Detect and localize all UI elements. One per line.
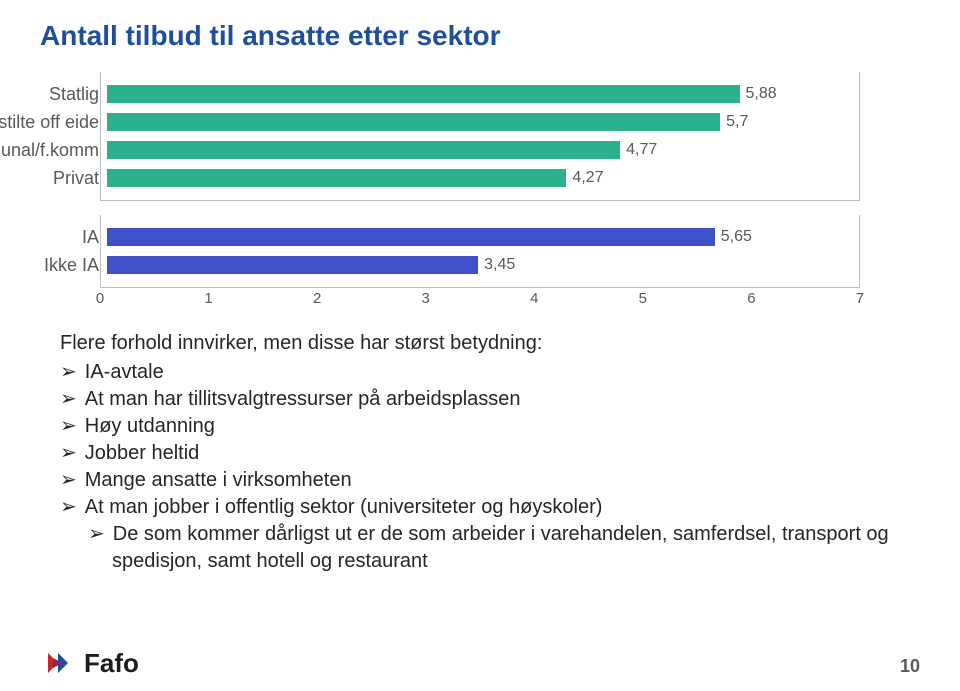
bullet-section: Flere forhold innvirker, men disse har s… [60, 330, 920, 575]
bullet-item: At man har tillitsvalgtressurser på arbe… [84, 386, 920, 413]
chart-group-2: IA5,65Ikke IA3,45 [100, 215, 860, 288]
bullet-item: Høy utdanning [84, 413, 920, 440]
bullet-item: IA-avtale [84, 359, 920, 386]
bullet-item: At man jobber i offentlig sektor (univer… [84, 494, 920, 575]
bar-value: 4,27 [572, 169, 603, 187]
logo-text: Fafo [84, 648, 139, 679]
bullet-subitem: De som kommer dårligst ut er de som arbe… [112, 521, 920, 575]
page-number: 10 [900, 656, 920, 677]
bar [107, 169, 566, 187]
bar-row: IA5,65 [101, 223, 860, 251]
bar-chart: Statlig5,88Fristilte off eide5,7Kommunal… [100, 72, 860, 312]
bar-value: 5,88 [746, 85, 777, 103]
bar-row: Kommunal/f.komm4,77 [101, 136, 860, 164]
bar [107, 85, 740, 103]
bar-label: IA [0, 227, 107, 248]
page-title: Antall tilbud til ansatte etter sektor [40, 20, 920, 52]
bar [107, 228, 715, 246]
x-axis: 01234567 [100, 290, 860, 312]
bar-row: Ikke IA3,45 [101, 251, 860, 279]
bullet-intro: Flere forhold innvirker, men disse har s… [60, 330, 920, 357]
bar-value: 4,77 [626, 141, 657, 159]
logo: Fafo [40, 648, 139, 679]
bar [107, 141, 620, 159]
bar-label: Kommunal/f.komm [0, 140, 107, 161]
bar-value: 5,7 [726, 113, 748, 131]
bar-label: Fristilte off eide [0, 112, 107, 133]
bar-value: 3,45 [484, 256, 515, 274]
bullet-item: Mange ansatte i virksomheten [84, 467, 920, 494]
bar-value: 5,65 [721, 228, 752, 246]
bar-label: Privat [0, 168, 107, 189]
bar-label: Statlig [0, 84, 107, 105]
bar [107, 113, 720, 131]
chart-group-1: Statlig5,88Fristilte off eide5,7Kommunal… [100, 72, 860, 201]
logo-icon [40, 649, 78, 679]
bullet-list: IA-avtaleAt man har tillitsvalgtressurse… [60, 359, 920, 575]
bar [107, 256, 478, 274]
bar-row: Privat4,27 [101, 164, 860, 192]
bullet-item: Jobber heltid [84, 440, 920, 467]
bar-row: Fristilte off eide5,7 [101, 108, 860, 136]
bar-label: Ikke IA [0, 255, 107, 276]
bar-row: Statlig5,88 [101, 80, 860, 108]
